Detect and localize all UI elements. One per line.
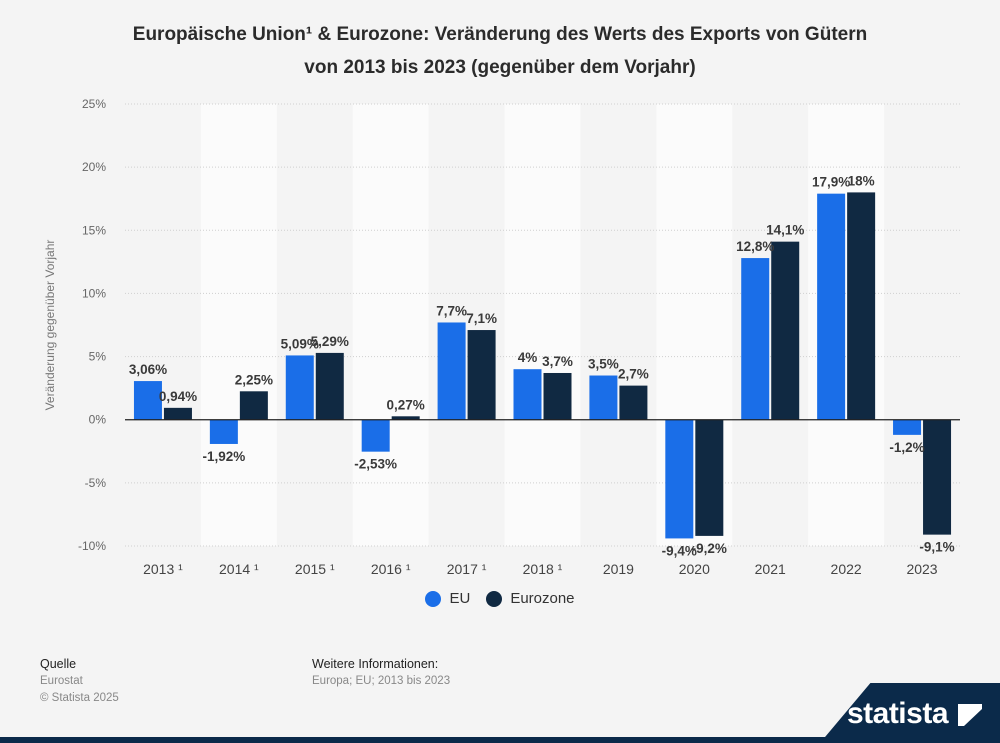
- bar-eu[interactable]: [361, 419, 390, 452]
- statista-logo-icon: [958, 704, 982, 726]
- legend: EU Eurozone: [0, 590, 1000, 607]
- x-tick-label: 2023: [906, 561, 937, 577]
- x-tick-label: 2017 ¹: [447, 561, 487, 577]
- chart-title: Europäische Union¹ & Eurozone: Veränderu…: [0, 18, 1000, 84]
- source-heading: Quelle: [40, 657, 77, 671]
- x-tick-label: 2015 ¹: [295, 561, 335, 577]
- x-tick-label: 2016 ¹: [371, 561, 411, 577]
- bar-eu[interactable]: [589, 375, 618, 420]
- bar-eu[interactable]: [209, 419, 238, 444]
- bar-eurozone[interactable]: [467, 330, 496, 420]
- y-tick-label: -5%: [85, 476, 107, 490]
- legend-eu-swatch: [425, 590, 442, 607]
- source-link[interactable]: Eurostat: [40, 675, 83, 687]
- copyright: © Statista 2025: [40, 692, 119, 704]
- legend-eurozone-label: Eurozone: [510, 590, 575, 607]
- x-tick-label: 2021: [755, 561, 786, 577]
- y-tick-label: 5%: [89, 350, 107, 364]
- y-tick-label: 20%: [82, 160, 106, 174]
- bar-eurozone[interactable]: [391, 416, 420, 420]
- data-label-eu: -1,92%: [202, 449, 245, 464]
- bar-eu[interactable]: [893, 419, 922, 435]
- data-label-eurozone: 0,27%: [387, 397, 425, 412]
- data-label-eurozone: 14,1%: [766, 223, 804, 238]
- x-tick-label: 2013 ¹: [143, 561, 183, 577]
- y-tick-label: 25%: [82, 97, 106, 111]
- y-tick-label: 15%: [82, 223, 106, 237]
- bar-eu[interactable]: [817, 193, 846, 420]
- bar-eu[interactable]: [285, 355, 314, 420]
- year-band: [504, 104, 581, 546]
- data-label-eu: -2,53%: [354, 457, 397, 472]
- data-label-eu: 7,7%: [436, 303, 467, 318]
- x-tick-label: 2022: [831, 561, 862, 577]
- data-label-eurozone: 5,29%: [311, 334, 349, 349]
- data-label-eu: 3,06%: [129, 362, 167, 377]
- y-axis-tick-labels: 25% 20% 15% 10% 5% 0% -5% -10%: [78, 97, 106, 553]
- data-label-eurozone: 7,1%: [466, 311, 497, 326]
- y-axis-title: Veränderung gegenüber Vorjahr: [43, 240, 57, 411]
- data-label-eurozone: 2,25%: [235, 372, 273, 387]
- y-tick-label: 0%: [89, 413, 107, 427]
- info-block: Weitere Informationen: Europa; EU; 2013 …: [312, 656, 450, 690]
- data-label-eu: -9,4%: [662, 543, 697, 558]
- alternating-year-bands: [200, 104, 885, 546]
- data-label-eurozone: 0,94%: [159, 389, 197, 404]
- bar-eurozone[interactable]: [771, 241, 800, 420]
- x-tick-label: 2019: [603, 561, 634, 577]
- bar-eurozone[interactable]: [923, 419, 952, 535]
- x-tick-label: 2014 ¹: [219, 561, 259, 577]
- data-label-eurozone: 2,7%: [618, 367, 649, 382]
- legend-item-eu[interactable]: EU: [425, 590, 470, 607]
- gridlines: [125, 103, 960, 547]
- bar-eurozone[interactable]: [239, 391, 268, 420]
- data-labels: 3,06% 0,94% -1,92% 2,25% 5,09%5,29% -2,53% 0,2…: [129, 173, 955, 558]
- brand-bar: [0, 737, 1000, 743]
- y-tick-label: -10%: [78, 539, 106, 553]
- chart-title-line2: von 2013 bis 2023 (gegenüber dem Vorjahr…: [304, 57, 696, 78]
- info-heading: Weitere Informationen:: [312, 657, 439, 671]
- source-block: Quelle Eurostat © Statista 2025: [40, 656, 119, 707]
- statista-logo[interactable]: statista: [846, 697, 949, 730]
- bar-eu[interactable]: [665, 419, 694, 539]
- bar-eurozone[interactable]: [619, 385, 648, 420]
- data-label-eu: -1,2%: [889, 440, 924, 455]
- bar-eurozone[interactable]: [543, 372, 572, 420]
- info-text: Europa; EU; 2013 bis 2023: [312, 675, 451, 687]
- x-tick-label: 2018 ¹: [523, 561, 563, 577]
- bar-eu[interactable]: [513, 369, 542, 420]
- chart-title-line1: Europäische Union¹ & Eurozone: Veränderu…: [132, 24, 868, 45]
- bar-eurozone[interactable]: [695, 419, 724, 536]
- bar-eu[interactable]: [437, 322, 466, 420]
- y-tick-label: 10%: [82, 286, 106, 300]
- data-label-eu: 17,9%: [812, 175, 850, 190]
- x-tick-label: 2020: [679, 561, 710, 577]
- year-band: [352, 104, 429, 546]
- legend-item-eurozone[interactable]: Eurozone: [486, 590, 575, 607]
- data-label-eurozone: -9,2%: [692, 541, 727, 556]
- legend-eurozone-swatch: [486, 590, 503, 607]
- bar-eurozone[interactable]: [847, 192, 876, 420]
- data-label-eurozone: 3,7%: [542, 354, 573, 369]
- bar-chart: 25% 20% 15% 10% 5% 0% -5% -10% Veränderung gege…: [43, 97, 960, 577]
- data-label-eu: 3,5%: [588, 357, 619, 372]
- bar-eurozone[interactable]: [163, 407, 192, 420]
- data-label-eu: 12,8%: [736, 239, 774, 254]
- data-label-eu: 4%: [518, 350, 538, 365]
- bars: [133, 192, 952, 539]
- legend-eu-label: EU: [449, 590, 471, 607]
- x-axis-tick-labels: 2013 ¹ 2014 ¹ 2015 ¹ 2016 ¹ 2017 ¹ 2018 ¹ 2019…: [143, 561, 938, 577]
- data-label-eu: 5,09%: [281, 336, 319, 351]
- bar-eu[interactable]: [741, 258, 770, 420]
- bar-eurozone[interactable]: [315, 352, 344, 420]
- bar-eu[interactable]: [133, 381, 162, 420]
- year-band: [200, 104, 277, 546]
- data-label-eurozone: -9,1%: [919, 540, 954, 555]
- data-label-eurozone: 18%: [848, 173, 875, 188]
